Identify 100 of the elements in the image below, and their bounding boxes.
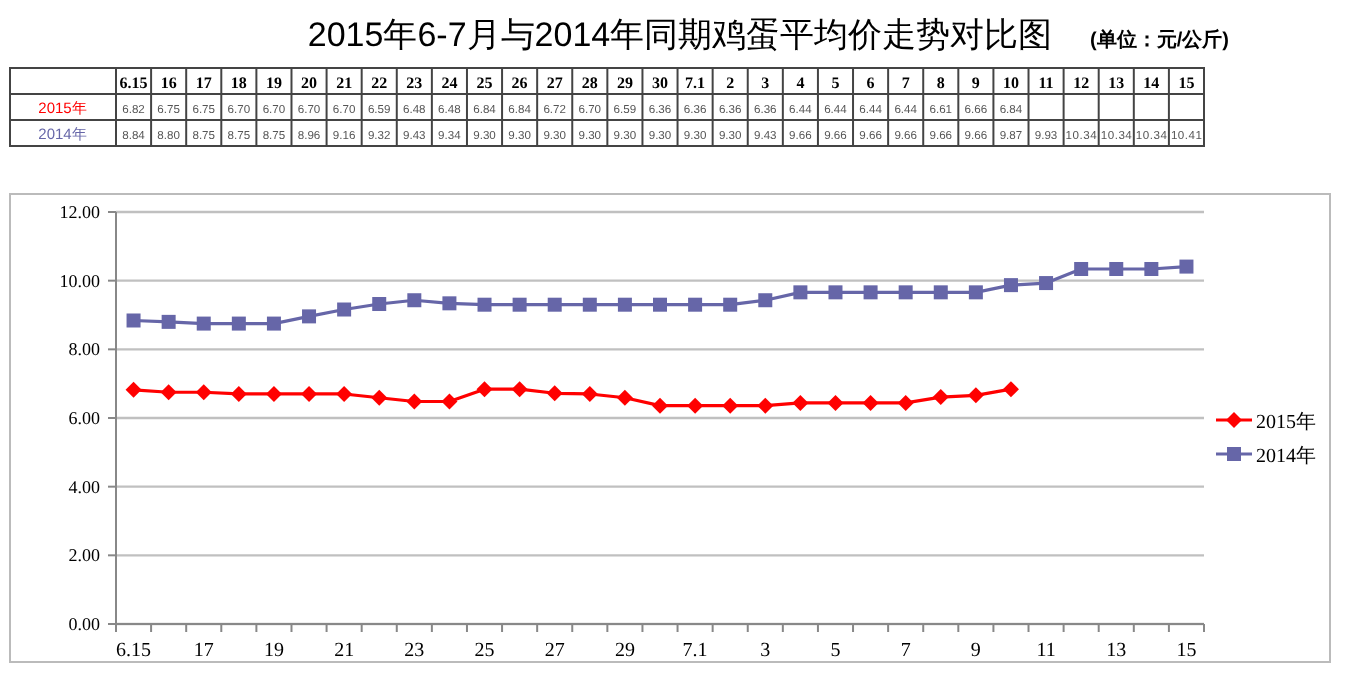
x-tick-label: 5	[831, 74, 840, 92]
point	[512, 297, 527, 312]
category-label: 25	[474, 640, 495, 662]
x-tick-label: 7	[901, 74, 910, 92]
point	[933, 285, 948, 300]
category-label: 5	[830, 640, 841, 662]
x-tick-label: 21	[336, 74, 353, 92]
x-tick-label: 6	[866, 74, 875, 92]
point	[442, 296, 457, 311]
category-label: 23	[404, 640, 425, 662]
x-tick-label: 25	[476, 74, 493, 92]
category-label: 19	[263, 640, 284, 662]
x-tick-label: 4	[796, 74, 805, 92]
x-tick-label: 17	[195, 74, 212, 92]
x-tick-label: 24	[441, 74, 458, 92]
point	[302, 309, 317, 324]
chart-title: 2015年6-7月与2014年同期鸡蛋平均价走势对比图	[307, 16, 1053, 54]
x-tick-label: 20	[301, 74, 318, 92]
point	[195, 384, 212, 401]
point	[336, 385, 353, 402]
x-tick-label: 11	[1038, 74, 1054, 92]
y-tick-label: 6.00	[68, 408, 101, 428]
y-tick-label: 0.00	[68, 614, 101, 634]
y-tick-label: 12.00	[59, 202, 101, 222]
x-tick-label: 9	[971, 74, 980, 92]
category-label: 27	[544, 640, 565, 662]
x-tick-label: 23	[406, 74, 423, 92]
point	[581, 385, 598, 402]
point	[967, 387, 984, 404]
point	[125, 381, 142, 398]
category-label: 29	[614, 640, 635, 662]
point	[723, 297, 738, 312]
category-label: 9	[970, 640, 981, 662]
category-label: 17	[193, 640, 214, 662]
x-tick-label: 2	[726, 74, 735, 92]
point	[757, 397, 774, 414]
point	[687, 397, 704, 414]
point	[1179, 259, 1194, 274]
x-tick-label: 27	[546, 74, 563, 92]
point	[196, 316, 211, 331]
y-tick-label: 4.00	[68, 476, 101, 497]
point	[582, 297, 597, 312]
x-tick-label: 22	[371, 74, 388, 92]
point	[547, 297, 562, 312]
legend-label: 2014年	[1256, 444, 1316, 468]
point	[1002, 381, 1019, 398]
point	[371, 389, 388, 406]
x-tick-label: 6.15	[119, 74, 148, 92]
point	[828, 285, 843, 300]
point	[476, 381, 493, 398]
point	[722, 397, 739, 414]
x-tick-label: 29	[616, 74, 633, 92]
point	[862, 394, 879, 411]
point	[230, 385, 247, 402]
y-tick-label: 2.00	[68, 545, 101, 566]
x-tick-label: 10	[1002, 74, 1019, 92]
x-tick-label: 14	[1143, 74, 1160, 92]
point	[265, 385, 282, 402]
point	[1144, 261, 1159, 276]
category-label: 3	[760, 640, 771, 662]
category-label: 13	[1106, 640, 1127, 662]
x-tick-label: 16	[160, 74, 177, 92]
x-tick-label: 19	[265, 74, 282, 92]
point	[511, 381, 528, 398]
point	[898, 285, 913, 300]
category-label: 6.15	[116, 640, 152, 662]
x-tick-label: 30	[652, 74, 668, 92]
category-label: 7.1	[682, 640, 708, 662]
point	[546, 385, 563, 402]
point	[968, 285, 983, 300]
point	[126, 313, 141, 328]
point	[688, 297, 703, 312]
point	[616, 389, 633, 406]
category-label: 15	[1176, 640, 1197, 662]
point	[160, 384, 177, 401]
category-label: 11	[1036, 640, 1056, 662]
point	[1074, 261, 1089, 276]
point	[932, 389, 949, 406]
x-tick-label: 3	[761, 74, 770, 92]
point	[406, 393, 423, 410]
x-tick-label: 28	[581, 74, 598, 92]
point	[792, 394, 809, 411]
point	[161, 314, 176, 329]
point	[231, 316, 246, 331]
point	[652, 397, 668, 414]
x-tick-label: 15	[1178, 74, 1195, 92]
point	[793, 285, 808, 300]
point	[897, 394, 914, 411]
point	[1003, 278, 1018, 293]
y-tick-label: 8.00	[68, 339, 101, 360]
point	[863, 285, 878, 300]
x-tick-label: 13	[1108, 74, 1125, 92]
point	[617, 297, 632, 312]
point	[653, 297, 667, 312]
x-tick-label: 12	[1073, 74, 1090, 92]
point	[372, 297, 387, 312]
x-tick-label: 26	[511, 74, 528, 92]
point	[477, 297, 492, 312]
point	[337, 302, 352, 317]
point	[1039, 276, 1054, 291]
